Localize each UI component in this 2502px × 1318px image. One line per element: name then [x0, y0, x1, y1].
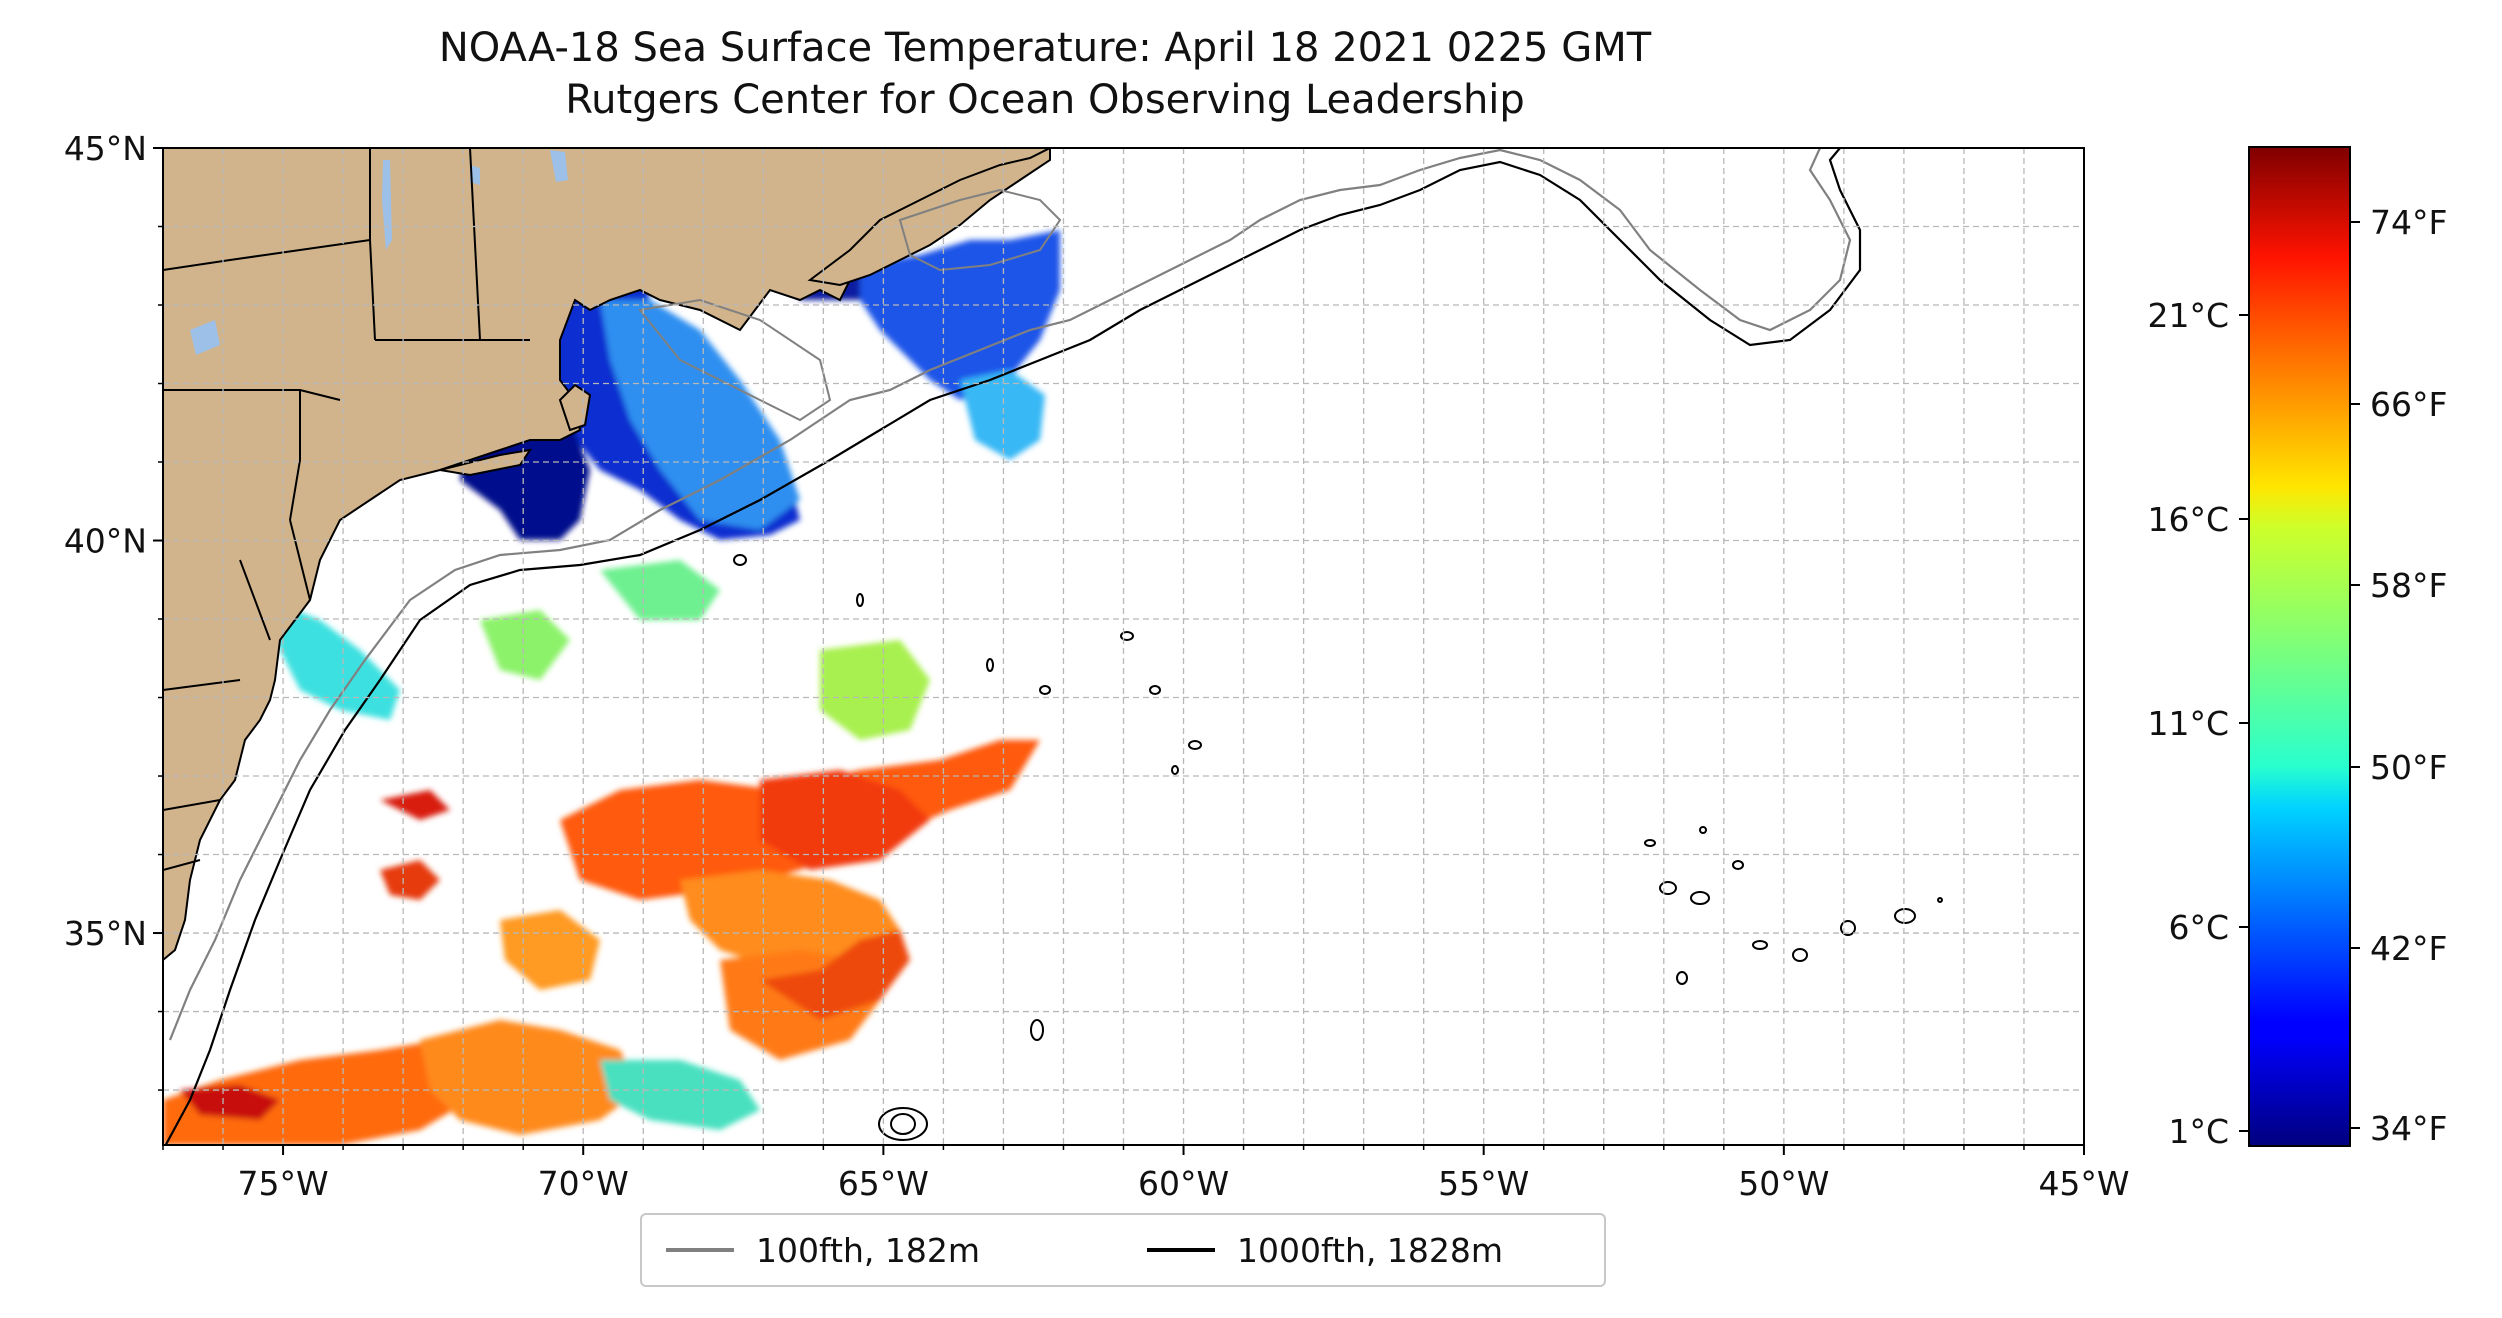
fahrenheit-tick-label: 34°F	[2370, 1109, 2447, 1148]
lon-tick-label: 65°W	[838, 1164, 929, 1203]
land-cape-cod	[558, 383, 592, 432]
lon-tick-label: 45°W	[2038, 1164, 2129, 1203]
sst-patch-scotian-east	[960, 370, 1045, 460]
fahrenheit-tick-label: 74°F	[2370, 203, 2447, 242]
map-gridlines	[163, 148, 2084, 1145]
legend-entry-100fth: 100fth, 182m	[666, 1215, 980, 1285]
sst-patch-georges	[600, 300, 800, 530]
lake-champlain	[382, 160, 392, 250]
celsius-tick-label: 11°C	[2147, 704, 2229, 743]
celsius-tick-label: 6°C	[2168, 908, 2229, 947]
legend-label-1000fth: 1000fth, 1828m	[1237, 1230, 1503, 1270]
map-subtitle: Rutgers Center for Ocean Observing Leade…	[565, 77, 1525, 123]
lon-tick-label: 55°W	[1438, 1164, 1529, 1203]
celsius-tick-label: 16°C	[2147, 500, 2229, 539]
isobath-100fth	[168, 148, 1852, 1041]
legend-swatch-1000fth	[1147, 1248, 1215, 1252]
map-title: NOAA-18 Sea Surface Temperature: April 1…	[438, 25, 1652, 71]
lat-tick-label: 35°N	[64, 914, 147, 953]
colorbar: 21°C 16°C 11°C 6°C 1°C 74°F 66°F 58°F 50°F 42°F 34…	[2147, 146, 2447, 1151]
sst-patch-south-3	[760, 930, 910, 1020]
sst-patch-gulfstream-2	[760, 770, 930, 870]
isobath-100fth-scotian	[898, 188, 1062, 272]
sst-patch-south-4	[380, 790, 450, 820]
celsius-tick-label: 1°C	[2168, 1112, 2229, 1151]
sst-patch-southwest-1	[163, 1040, 480, 1145]
legend-swatch-100fth	[666, 1248, 734, 1252]
legend-entry-1000fth: 1000fth, 1828m	[1147, 1215, 1503, 1285]
map-axis-ticks: 75°W 70°W 65°W 60°W 55°W 50°W 45°W 45°N 40°N 35°N	[64, 129, 2130, 1203]
sst-patch-slope-green-1	[480, 610, 570, 680]
lon-tick-label: 50°W	[1738, 1164, 1829, 1203]
sst-patch-gulfstream-3	[680, 870, 900, 970]
lat-tick-label: 45°N	[64, 129, 147, 168]
legend: 100fth, 182m 1000fth, 1828m	[640, 1213, 1606, 1287]
sst-patch-southwest-red	[180, 1085, 280, 1120]
colorbar-ticks: 21°C 16°C 11°C 6°C 1°C 74°F 66°F 58°F 50°F 42°F 34…	[2147, 203, 2447, 1151]
lake-moosehead	[550, 150, 568, 182]
land-layer	[163, 148, 1051, 962]
fahrenheit-tick-label: 42°F	[2370, 929, 2447, 968]
fahrenheit-tick-label: 58°F	[2370, 566, 2447, 605]
lon-tick-label: 60°W	[1138, 1164, 1229, 1203]
sst-patch-southwest-2	[420, 1020, 640, 1135]
fahrenheit-tick-label: 66°F	[2370, 385, 2447, 424]
sst-patch-slope-green-3	[600, 560, 720, 620]
legend-label-100fth: 100fth, 182m	[756, 1230, 980, 1270]
sst-patch-south-1	[500, 910, 600, 990]
lon-tick-label: 70°W	[538, 1164, 629, 1203]
sst-patch-hatteras	[380, 860, 440, 900]
sst-patch-southwest-cool	[600, 1060, 760, 1130]
lat-tick-label: 40°N	[64, 522, 147, 561]
land-northeast-us	[163, 148, 1051, 962]
lon-tick-label: 75°W	[238, 1164, 329, 1203]
seamounts	[733, 554, 1943, 1141]
state-borders	[163, 148, 530, 871]
land-nova-scotia	[807, 148, 1051, 287]
fahrenheit-tick-label: 50°F	[2370, 748, 2447, 787]
isobath-100fth-gulf	[638, 298, 832, 422]
sst-data-layer	[163, 230, 1060, 1145]
sst-patch-slope-green-2	[820, 640, 930, 740]
lake-finger	[190, 320, 220, 355]
celsius-tick-label: 21°C	[2147, 296, 2229, 335]
map-plot-area	[163, 148, 2084, 1145]
colorbar-gradient	[2248, 146, 2351, 1147]
sst-patch-mid-atlantic-shelf	[270, 600, 400, 720]
isobath-1000fth	[164, 148, 1862, 1145]
